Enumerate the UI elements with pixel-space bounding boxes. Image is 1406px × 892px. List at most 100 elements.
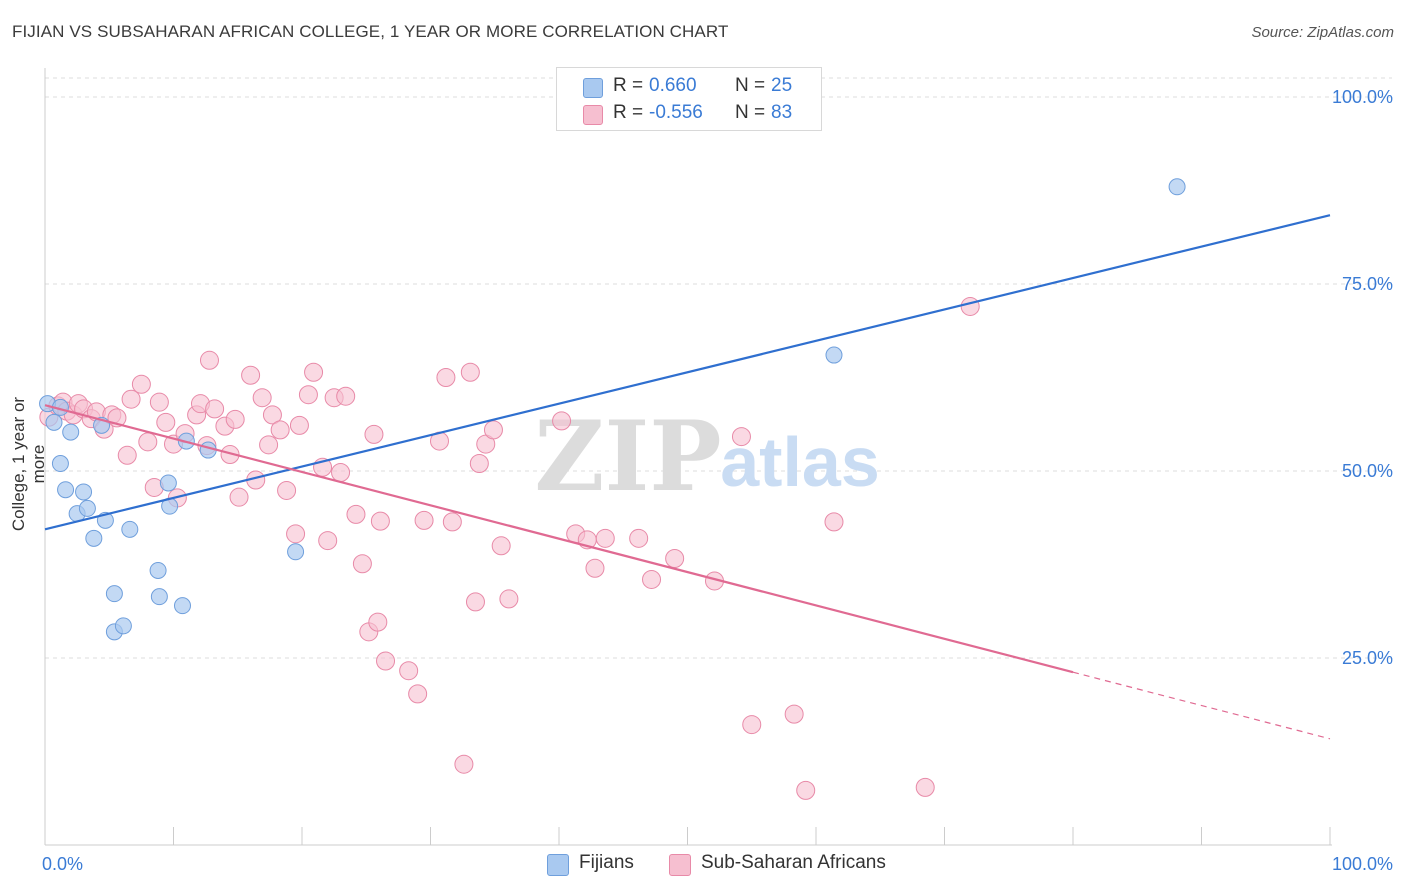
point-subsaharan-18 [156,412,176,432]
legend: R = 0.660 N = 25 R = -0.556 N = 83 [556,67,822,131]
point-subsaharan-38 [286,524,306,544]
legend-r-value: 0.660 [649,75,697,96]
point-fijians-25 [1168,178,1186,196]
point-subsaharan-47 [346,504,366,524]
point-subsaharan-41 [304,362,324,382]
point-subsaharan-73 [629,528,649,548]
point-subsaharan-79 [784,704,804,724]
point-subsaharan-66 [491,536,511,556]
point-subsaharan-77 [731,427,751,447]
point-subsaharan-52 [370,511,390,531]
point-fijians-24 [825,346,843,364]
point-subsaharan-36 [270,420,290,440]
point-fijians-8 [78,499,96,517]
series-subsaharan-points [39,296,980,800]
bottom-legend-swatch-fijians [547,854,569,876]
bottom-legend-label-subsaharan: Sub-Saharan Africans [701,852,886,873]
point-subsaharan-59 [442,512,462,532]
y-tick-label-25: 25.0% [1342,648,1393,668]
point-subsaharan-60 [454,754,474,774]
point-subsaharan-30 [229,487,249,507]
point-subsaharan-75 [665,549,685,569]
point-subsaharan-13 [121,389,141,409]
point-subsaharan-63 [469,454,489,474]
legend-r-label: R = [613,75,644,96]
point-fijians-13 [105,585,123,603]
point-subsaharan-72 [595,528,615,548]
point-subsaharan-17 [149,392,169,412]
point-subsaharan-81 [824,512,844,532]
point-subsaharan-46 [336,386,356,406]
point-subsaharan-15 [138,432,158,452]
tick-labels: 25.0% 50.0% 75.0% 100.0% 0.0% 100.0% [42,87,1393,874]
legend-n-value: 25 [771,75,793,96]
point-fijians-17 [150,588,168,606]
point-fijians-7 [75,483,93,501]
legend-swatch-fijians [583,78,603,98]
point-subsaharan-37 [277,480,297,500]
point-fijians-23 [287,543,305,561]
point-fijians-16 [149,561,167,579]
watermark: ZIP atlas [534,400,879,513]
point-subsaharan-55 [408,684,428,704]
point-subsaharan-33 [252,388,272,408]
y-tick-label-50: 50.0% [1342,461,1393,481]
chart-title: FIJIAN VS SUBSAHARAN AFRICAN COLLEGE, 1 … [12,22,729,41]
point-subsaharan-50 [364,424,384,444]
legend-r-value: -0.556 [649,102,703,123]
legend-swatch-subsaharan [583,105,603,125]
legend-n-label: N = [735,102,766,123]
trend-line-subsaharan [44,404,1074,674]
point-fijians-5 [62,423,80,441]
point-subsaharan-14 [131,374,151,394]
y-tick-label-75: 75.0% [1342,274,1393,294]
point-subsaharan-68 [552,411,572,431]
point-fijians-3 [51,455,69,473]
point-subsaharan-54 [399,661,419,681]
trend-lines [44,214,1331,740]
point-subsaharan-31 [241,365,261,385]
point-subsaharan-67 [499,589,519,609]
point-subsaharan-74 [642,569,662,589]
point-subsaharan-45 [331,462,351,482]
point-subsaharan-78 [742,715,762,735]
point-subsaharan-39 [289,415,309,435]
point-fijians-12 [121,520,139,538]
point-subsaharan-71 [585,558,605,578]
point-subsaharan-56 [414,510,434,530]
point-fijians-15 [114,617,132,635]
point-fijians-1 [45,413,63,431]
point-subsaharan-48 [352,554,372,574]
point-subsaharan-25 [199,350,219,370]
point-fijians-20 [173,597,191,615]
point-subsaharan-29 [225,409,245,429]
point-fijians-9 [85,529,103,547]
point-subsaharan-40 [298,385,318,405]
legend-r-label: R = [613,102,644,123]
point-fijians-18 [159,474,177,492]
point-subsaharan-62 [465,592,485,612]
point-subsaharan-58 [436,368,456,387]
point-fijians-4 [57,481,75,499]
series-fijians-points [39,178,1186,641]
point-subsaharan-26 [205,399,225,419]
axes [44,68,1332,846]
point-subsaharan-35 [262,405,282,425]
point-subsaharan-61 [460,362,480,382]
y-axis-label: College, 1 year or more [9,396,48,532]
point-subsaharan-65 [483,420,503,440]
trend-line-subsaharan-extension [1072,671,1331,740]
point-subsaharan-53 [376,651,396,671]
legend-n-label: N = [735,75,766,96]
point-subsaharan-83 [960,296,980,316]
point-subsaharan-34 [259,435,279,455]
trend-line-fijians [44,214,1331,531]
point-subsaharan-82 [915,777,935,797]
x-tick-label-100: 100.0% [1332,854,1393,874]
point-subsaharan-12 [117,445,137,465]
point-subsaharan-43 [318,531,338,551]
point-subsaharan-80 [796,780,816,800]
bottom-legend-swatch-subsaharan [669,854,691,876]
bottom-legend-label-fijians: Fijians [579,852,634,873]
